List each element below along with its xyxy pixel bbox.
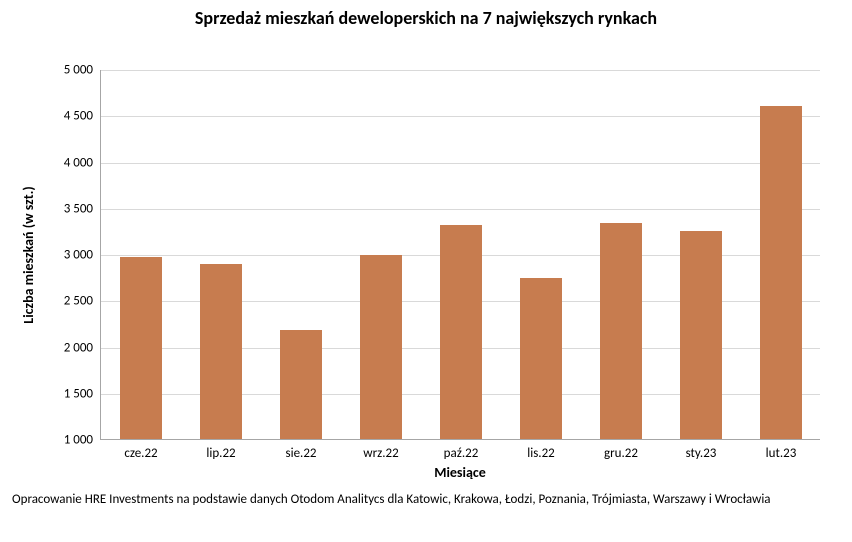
x-tick-label: sty.23 bbox=[686, 446, 717, 461]
x-tick-label: wrz.22 bbox=[363, 446, 398, 461]
x-axis-label: Miesiące bbox=[100, 464, 820, 481]
bar bbox=[440, 225, 482, 439]
gridline bbox=[101, 209, 820, 210]
x-tick-label: sie.22 bbox=[286, 446, 317, 461]
gridline bbox=[101, 163, 820, 164]
plot-area: 1 0001 5002 0002 5003 0003 5004 0004 500… bbox=[100, 70, 820, 440]
y-tick-label: 1 500 bbox=[43, 386, 93, 401]
bar bbox=[280, 330, 322, 439]
bar bbox=[200, 264, 242, 439]
y-tick-label: 3 500 bbox=[43, 201, 93, 216]
y-tick-label: 5 000 bbox=[43, 63, 93, 78]
x-tick-label: gru.22 bbox=[604, 446, 638, 461]
bar bbox=[680, 231, 722, 439]
y-tick-label: 4 000 bbox=[43, 155, 93, 170]
chart-title: Sprzedaż mieszkań deweloperskich na 7 na… bbox=[0, 8, 852, 30]
y-axis-label: Liczba mieszkań (w szt.) bbox=[20, 186, 37, 323]
x-tick-label: lip.22 bbox=[206, 446, 235, 461]
y-tick-label: 4 500 bbox=[43, 109, 93, 124]
y-tick-label: 1 000 bbox=[43, 433, 93, 448]
y-tick-label: 2 000 bbox=[43, 340, 93, 355]
gridline bbox=[101, 70, 820, 71]
chart-footnote: Opracowanie HRE Investments na podstawie… bbox=[12, 492, 812, 508]
bar bbox=[520, 278, 562, 439]
x-tick-label: cze.22 bbox=[124, 446, 157, 461]
y-tick-label: 3 000 bbox=[43, 248, 93, 263]
bar bbox=[600, 223, 642, 439]
bar bbox=[120, 257, 162, 439]
bar bbox=[760, 106, 802, 439]
bar bbox=[360, 255, 402, 439]
gridline bbox=[101, 116, 820, 117]
x-tick-label: lis.22 bbox=[527, 446, 555, 461]
y-tick-label: 2 500 bbox=[43, 294, 93, 309]
x-tick-label: paź.22 bbox=[444, 446, 479, 461]
x-tick-label: lut.23 bbox=[766, 446, 797, 461]
chart-container: Sprzedaż mieszkań deweloperskich na 7 na… bbox=[0, 0, 852, 542]
